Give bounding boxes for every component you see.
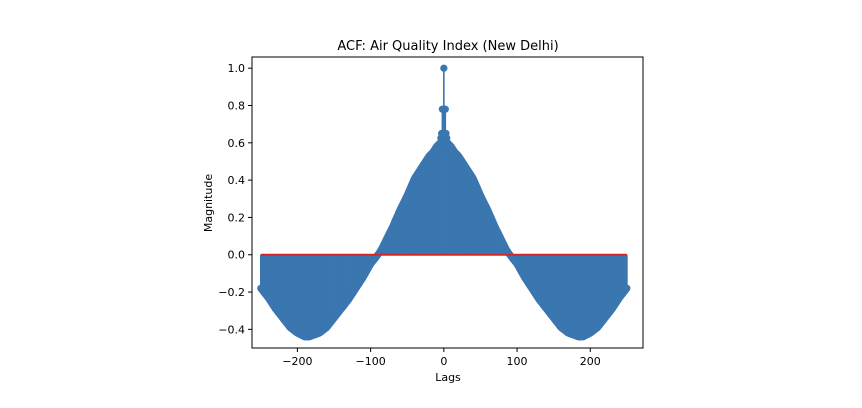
acf-marker <box>441 105 449 113</box>
x-tick-label: 200 <box>580 355 601 368</box>
chart-title: ACF: Air Quality Index (New Delhi) <box>337 39 558 54</box>
x-tick-label: 100 <box>507 355 528 368</box>
y-tick-label: 0.0 <box>228 249 246 262</box>
x-tick-label: 0 <box>440 355 447 368</box>
y-axis: −0.4 −0.2 0.0 0.2 0.4 0.6 0.8 1.0 <box>218 62 252 336</box>
y-tick-label: 0.6 <box>228 137 246 150</box>
y-tick-label: 0.2 <box>228 211 246 224</box>
y-tick-label: 0.4 <box>228 174 246 187</box>
acf-marker <box>440 64 448 72</box>
y-axis-label: Magnitude <box>202 174 215 233</box>
x-tick-label: −100 <box>356 355 386 368</box>
x-axis: −200 −100 0 100 200 <box>282 348 601 368</box>
x-tick-label: −200 <box>282 355 312 368</box>
y-tick-label: −0.4 <box>218 323 245 336</box>
acf-marker <box>623 284 631 292</box>
plot-area <box>251 56 644 349</box>
y-tick-label: 1.0 <box>228 62 246 75</box>
acf-markers <box>257 64 631 341</box>
y-tick-label: −0.2 <box>218 286 245 299</box>
x-axis-label: Lags <box>435 371 461 384</box>
y-tick-label: 0.8 <box>228 100 246 113</box>
